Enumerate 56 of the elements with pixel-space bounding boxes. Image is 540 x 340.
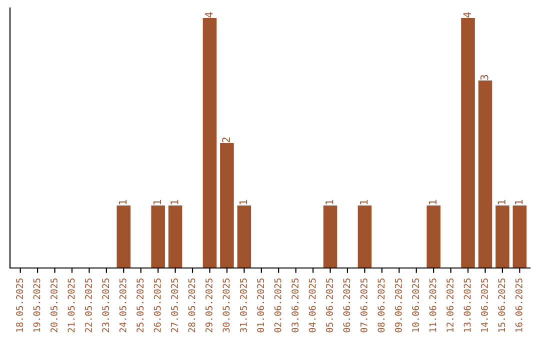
x-tick-label: 02.06.2025 — [274, 278, 282, 332]
x-tick-label: 09.06.2025 — [394, 278, 402, 332]
data-label: 1 — [428, 200, 436, 204]
x-tick-label: 28.05.2025 — [188, 278, 196, 332]
bar — [496, 206, 510, 268]
data-label: 1 — [170, 200, 178, 204]
x-tick-label: 05.06.2025 — [326, 278, 333, 332]
data-label: 2 — [222, 138, 230, 142]
x-tick-label: 31.05.2025 — [240, 278, 247, 332]
bar — [426, 206, 440, 268]
x-tick-label: 29.05.2025 — [205, 278, 212, 332]
x-tick-label: 15.06.2025 — [498, 278, 506, 332]
bar — [116, 206, 131, 268]
x-tick-label: 19.05.2025 — [33, 278, 40, 332]
x-tick-label: 03.06.2025 — [292, 278, 299, 332]
x-tick-label: 01.06.2025 — [257, 278, 264, 332]
x-tick-label: 14.06.2025 — [480, 278, 488, 332]
bar — [512, 206, 527, 268]
data-label: 1 — [118, 200, 127, 204]
bar — [220, 143, 234, 268]
x-tick-label: 16.06.2025 — [515, 278, 522, 332]
x-tick-label: 30.05.2025 — [222, 278, 230, 332]
bar — [358, 206, 372, 268]
x-tick-label: 06.06.2025 — [343, 278, 350, 332]
bar — [168, 206, 182, 268]
x-tick-label: 07.06.2025 — [360, 278, 368, 332]
x-tick-label: 24.05.2025 — [119, 278, 126, 332]
x-tick-label: 21.05.2025 — [68, 278, 75, 332]
x-tick-label: 12.06.2025 — [446, 278, 454, 332]
data-label: 4 — [205, 12, 213, 18]
x-tick-label: 26.05.2025 — [154, 278, 161, 332]
data-label: 4 — [463, 12, 471, 18]
x-tick-label: 08.06.2025 — [378, 278, 385, 332]
x-tick-label: 22.05.2025 — [84, 278, 92, 332]
data-label: 1 — [153, 200, 161, 204]
bar — [151, 206, 165, 268]
x-tick-label: 18.05.2025 — [16, 278, 24, 332]
x-tick-label: 20.05.2025 — [50, 278, 58, 332]
bar — [478, 80, 492, 268]
x-tick-label: 23.05.2025 — [102, 278, 110, 332]
bar — [237, 206, 252, 268]
bar — [323, 206, 338, 268]
x-tick-label: 04.06.2025 — [308, 278, 316, 332]
x-tick-label: 13.06.2025 — [464, 278, 471, 332]
data-label: 1 — [360, 200, 368, 204]
data-label: 1 — [498, 200, 506, 204]
data-label: 3 — [480, 75, 488, 80]
data-label: 1 — [514, 200, 523, 204]
x-tick-label: 25.05.2025 — [136, 278, 144, 332]
bar — [202, 18, 217, 268]
data-label: 1 — [239, 200, 248, 204]
bar — [461, 18, 475, 268]
data-label: 1 — [326, 200, 334, 204]
x-tick-label: 10.06.2025 — [412, 278, 420, 332]
x-tick-label: 27.05.2025 — [171, 278, 178, 332]
x-tick-label: 11.06.2025 — [429, 278, 436, 332]
